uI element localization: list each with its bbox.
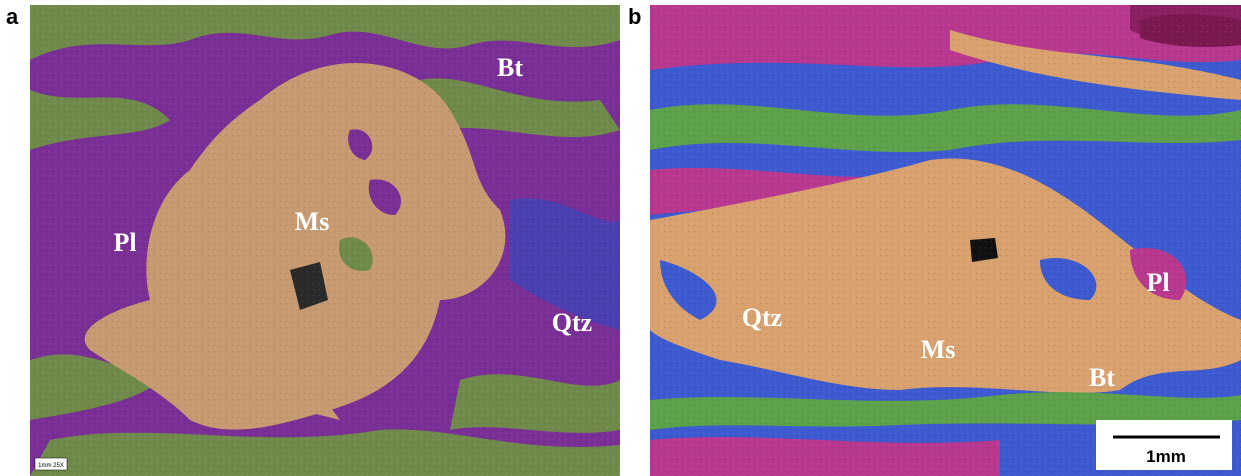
figure: 1mm 25X a Bt Ms Pl Qtz 1mm b Qtz Ms Pl B…: [0, 0, 1241, 476]
panel-label: b: [628, 4, 641, 29]
panel-label: a: [6, 4, 19, 29]
mineral-label: Pl: [113, 228, 136, 257]
scale-label: 1mm: [1146, 447, 1186, 466]
mineral-label: Ms: [295, 207, 330, 236]
mineral-label: Qtz: [552, 308, 592, 337]
mineral-label: Pl: [1146, 268, 1169, 297]
mineral-label: Ms: [921, 335, 956, 364]
mineral-label: Bt: [497, 53, 523, 82]
panel-b-image: [650, 5, 1241, 476]
mineral-label: Bt: [1089, 363, 1115, 392]
mineral-label: Qtz: [742, 303, 782, 332]
scale-label: 1mm 25X: [38, 463, 64, 469]
